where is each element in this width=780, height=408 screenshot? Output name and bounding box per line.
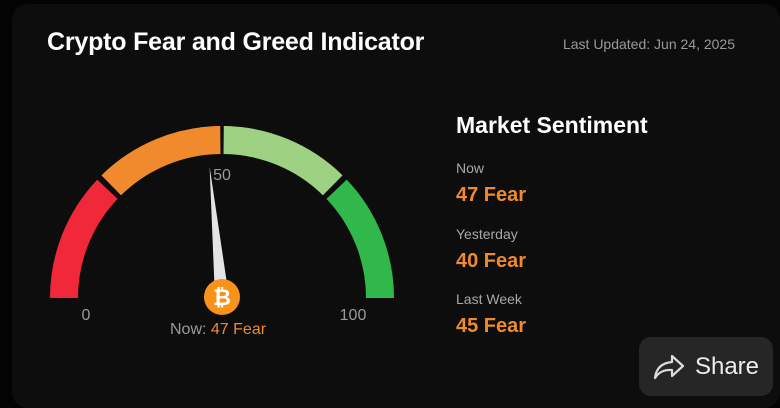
gauge-now-prefix: Now: [170, 321, 207, 338]
gauge-segment-extreme-fear [50, 179, 118, 299]
share-label: Share [694, 352, 760, 380]
sentiment-value: 47 Fear [456, 184, 527, 206]
gauge-max-label: 100 [340, 307, 367, 324]
gauge-mid-label: 50 [213, 167, 231, 184]
gauge-min-label: 0 [82, 307, 91, 324]
svg-text:₿: ₿ [213, 286, 231, 311]
gauge-needle [209, 166, 229, 299]
bitcoin-icon: ₿ [204, 279, 240, 315]
sentiment-label: Now [456, 160, 485, 176]
sentiment-value: 40 Fear [456, 250, 527, 272]
market-sentiment-title: Market Sentiment [456, 112, 648, 138]
gauge-segment-fear [101, 126, 221, 196]
gauge-now-value: 47 Fear [210, 321, 267, 338]
share-icon [653, 354, 685, 379]
last-updated: Last Updated: Jun 24, 2025 [562, 36, 735, 52]
market-sentiment-panel: Market Sentiment Now 47 Fear Yesterday 4… [456, 112, 648, 337]
gauge-segment-greed [223, 126, 343, 196]
share-button[interactable]: Share [639, 337, 773, 396]
gauge-segment-extreme-greed [326, 179, 394, 299]
sentiment-label: Yesterday [456, 226, 518, 242]
sentiment-row-now: Now 47 Fear [456, 160, 526, 207]
sentiment-label: Last Week [456, 291, 522, 307]
sentiment-row-yesterday: Yesterday 40 Fear [456, 226, 526, 273]
page-title: Crypto Fear and Greed Indicator [47, 28, 425, 56]
sentiment-value: 45 Fear [456, 315, 527, 337]
gauge-now-readout: Now: 47 Fear [170, 321, 266, 339]
sentiment-row-last-week: Last Week 45 Fear [456, 291, 526, 338]
